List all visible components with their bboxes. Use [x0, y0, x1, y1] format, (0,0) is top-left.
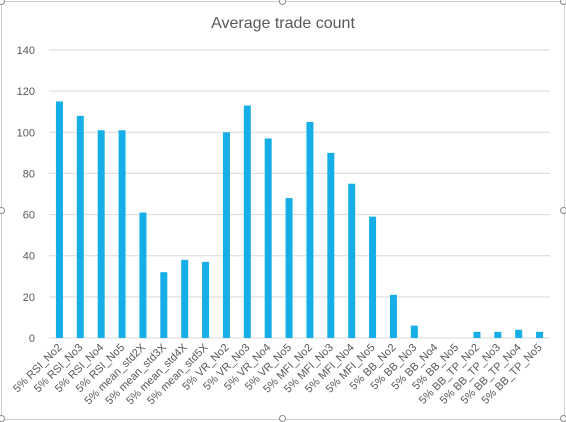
- bar: [181, 259, 189, 338]
- bar: [118, 130, 126, 338]
- y-tick-label: 60: [23, 210, 35, 222]
- bar: [202, 261, 210, 338]
- y-tick-label: 20: [23, 292, 35, 304]
- resize-handle-top-right[interactable]: [560, 0, 566, 5]
- y-tick-label: 120: [17, 86, 35, 98]
- bar: [55, 101, 63, 338]
- bar: [389, 294, 397, 338]
- bar: [222, 132, 230, 338]
- bar: [264, 138, 272, 338]
- gridlines: [49, 49, 550, 339]
- resize-handle-top-center[interactable]: [279, 0, 286, 5]
- y-tick-label: 100: [17, 127, 35, 139]
- y-tick-label: 80: [23, 168, 35, 180]
- bar: [327, 152, 335, 338]
- bar: [243, 105, 251, 339]
- chart-title: Average trade count: [211, 15, 355, 32]
- bar: [139, 212, 147, 338]
- y-tick-label: 140: [17, 45, 35, 57]
- resize-handle-middle-right[interactable]: [560, 207, 566, 214]
- bar: [369, 216, 377, 338]
- bar: [473, 331, 481, 338]
- bar: [348, 183, 356, 338]
- y-tick-label: 0: [29, 333, 35, 345]
- bar: [76, 115, 84, 338]
- y-tick-label: 40: [23, 251, 35, 263]
- bar: [410, 325, 418, 338]
- bar: [285, 198, 293, 338]
- bar: [160, 272, 168, 338]
- bar: [97, 130, 105, 338]
- bars: [55, 101, 544, 339]
- resize-handle-middle-left[interactable]: [0, 207, 5, 214]
- bar: [536, 331, 544, 338]
- bar: [515, 329, 523, 338]
- resize-handle-top-left[interactable]: [0, 0, 5, 5]
- y-axis-ticks: 0 20 40 60 80 100 120 140: [17, 45, 35, 345]
- bar: [494, 331, 502, 338]
- bar: [306, 122, 314, 338]
